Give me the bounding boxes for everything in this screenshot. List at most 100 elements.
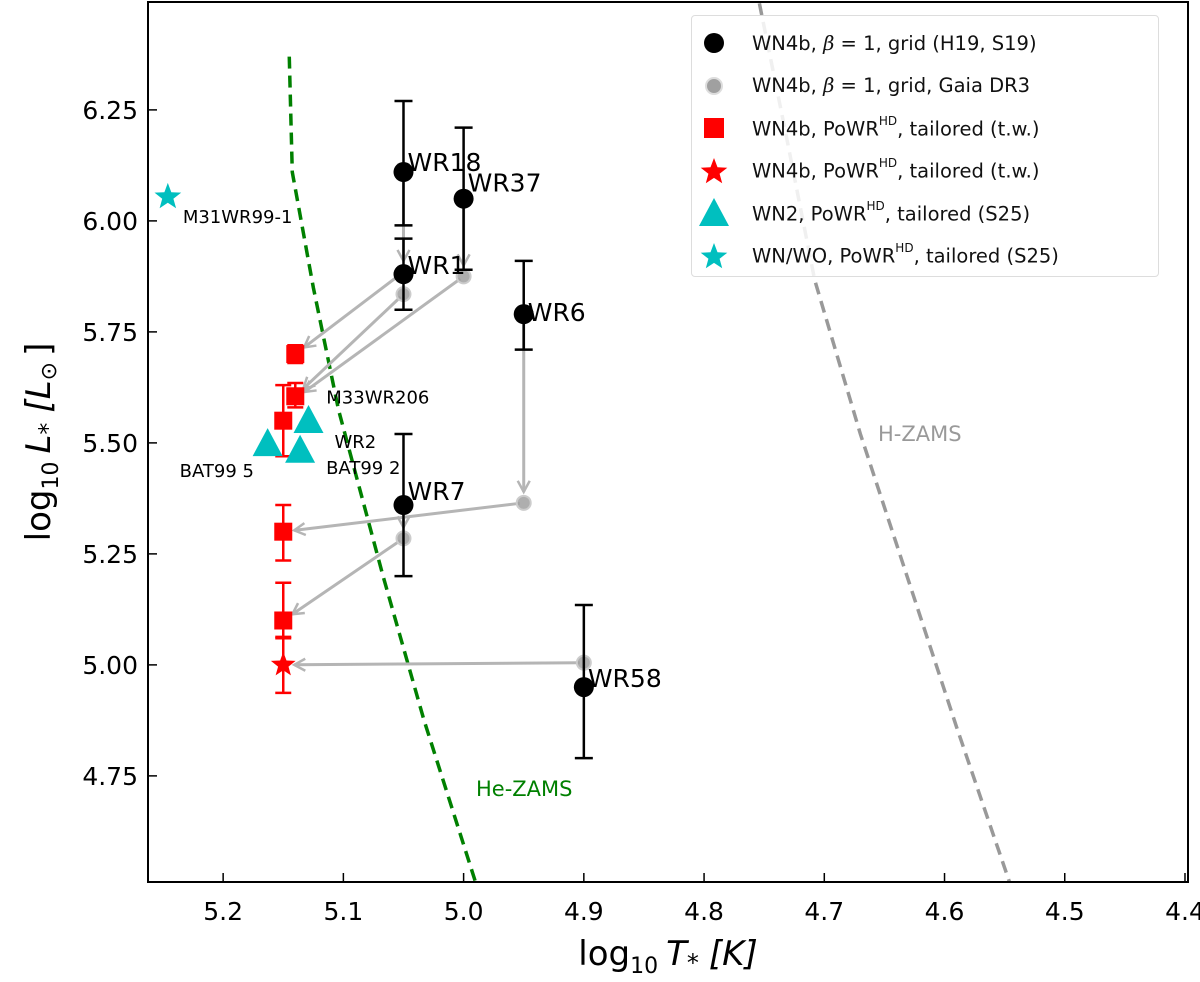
x-tick-label: 4.8 <box>684 897 724 926</box>
legend-text-sup: HD <box>878 156 898 170</box>
arrow-line <box>303 277 462 394</box>
legend-entry: WN4b, PoWRHD, tailored (t.w.) <box>692 150 1158 193</box>
arrow-line <box>291 539 402 616</box>
grid-point <box>393 264 414 285</box>
h-zams-line <box>757 2 1012 883</box>
legend-text-pre: WN4b, PoWR <box>752 117 879 140</box>
grid-point-label: WR37 <box>468 169 542 198</box>
x-tick-label: 4.7 <box>804 897 844 926</box>
y-axis-label-unit_sub: ⊙ <box>37 362 62 380</box>
legend-marker-circle-gray-icon <box>692 71 736 101</box>
legend-text-sup: HD <box>895 241 914 255</box>
y-tick-label: 5.50 <box>82 429 138 458</box>
tailored-square-point <box>274 411 293 430</box>
point-label: M33WR206 <box>326 387 429 408</box>
legend-text-mid: = 1, grid (H19, S19) <box>834 31 1037 55</box>
legend-text-pre: WN4b, <box>752 74 824 98</box>
y-axis-label: log10 L* [L⊙] <box>19 343 64 542</box>
y-axis-label-group: log10 L* [L⊙] <box>19 343 64 542</box>
y-tick-label: 5.25 <box>82 540 138 569</box>
tailored-square-point <box>286 387 305 406</box>
x-axis-label-sub: 10 <box>630 954 658 979</box>
legend-text-pre: WN4b, <box>752 31 824 55</box>
grid-point <box>453 188 474 209</box>
wnwo-star-point <box>154 182 182 209</box>
legend-label: WN4b, PoWRHD, tailored (t.w.) <box>752 113 1040 141</box>
y-axis-label-unit: [L <box>19 380 59 412</box>
legend-text-beta: β <box>823 31 835 55</box>
x-axis-label-var: T <box>666 934 689 974</box>
legend-label: WN4b, β = 1, grid, Gaia DR3 <box>752 74 1030 97</box>
x-axis-label: log10 T* [K] <box>578 934 757 979</box>
wn2-point-label: BAT99 5 <box>180 461 254 482</box>
x-tick-label: 4.6 <box>925 897 965 926</box>
legend-marker-circle-icon <box>692 28 736 58</box>
legend-entry: WN2, PoWRHD, tailored (S25) <box>692 192 1158 235</box>
y-axis-label-sub: 10 <box>39 462 64 490</box>
h-zams-label: H-ZAMS <box>878 422 962 446</box>
wn2-triangle-point <box>285 434 316 463</box>
legend-label: WN4b, PoWRHD, tailored (t.w.) <box>752 156 1040 183</box>
y-axis-label-var: L <box>19 435 59 454</box>
legend-text-sup: HD <box>866 198 885 213</box>
x-tick-label: 4.5 <box>1045 897 1085 926</box>
legend-label: WN4b, β = 1, grid (H19, S19) <box>752 32 1037 55</box>
grid-point-label: WR7 <box>407 477 465 506</box>
y-axis-label-pre: log <box>19 490 59 542</box>
y-tick-label: 6.00 <box>82 207 138 236</box>
legend-marker-star-icon <box>692 241 736 271</box>
grid-point-label: WR18 <box>407 148 481 177</box>
x-tick-label: 4.4 <box>1165 897 1200 926</box>
arrow-head <box>290 602 305 616</box>
x-tick-label: 4.9 <box>564 897 604 926</box>
grid-point <box>393 162 414 183</box>
legend-text-mid: = 1, grid, Gaia DR3 <box>834 74 1031 98</box>
wn2-point-label: BAT99 2 <box>326 458 400 479</box>
x-axis-label-unit: [K] <box>709 934 758 974</box>
legend-text-beta: β <box>823 74 835 98</box>
grid-point <box>393 495 414 516</box>
legend-entry: WN4b, PoWRHD, tailored (t.w.) <box>692 107 1158 150</box>
y-tick-label: 5.75 <box>82 318 138 347</box>
x-axis-label-pre: log <box>578 934 630 974</box>
he-zams-line <box>287 56 478 883</box>
legend-label: WN/WO, PoWRHD, tailored (S25) <box>752 241 1059 268</box>
legend-text-pre: WN4b, PoWR <box>752 159 879 183</box>
legend-marker-square-icon <box>692 113 736 143</box>
legend: WN4b, β = 1, grid (H19, S19) WN4b, β = 1,… <box>691 15 1159 277</box>
legend-label: WN2, PoWRHD, tailored (S25) <box>752 198 1030 226</box>
x-tick-label: 5.1 <box>323 897 363 926</box>
arrow-line <box>294 661 580 667</box>
legend-text-post: , tailored (t.w.) <box>897 159 1040 183</box>
arrow-head <box>516 480 531 495</box>
grid-point-label: WR58 <box>588 664 662 693</box>
grid-point <box>513 304 534 325</box>
tailored-square-point <box>274 611 293 630</box>
plot-frame <box>147 1 1189 883</box>
legend-entry: WN4b, β = 1, grid, Gaia DR3 <box>692 65 1158 108</box>
legend-text-post: , tailored (S25) <box>913 244 1059 268</box>
arrow-line <box>303 273 402 349</box>
x-tick-label: 5.2 <box>203 897 243 926</box>
y-tick-label: 5.00 <box>82 651 138 680</box>
grid-point <box>573 677 594 698</box>
arrow-line <box>302 295 402 390</box>
legend-entry: WN4b, β = 1, grid (H19, S19) <box>692 22 1158 65</box>
legend-text-post: , tailored (t.w.) <box>897 117 1040 140</box>
legend-marker-star-icon <box>692 156 736 186</box>
grid-point-label: WR1 <box>407 251 465 280</box>
legend-text-pre: WN2, PoWR <box>752 202 867 225</box>
tailored-square-point <box>274 522 293 541</box>
legend-text-sup: HD <box>878 113 898 128</box>
tailored-square-point <box>286 345 305 364</box>
y-tick-label: 6.25 <box>82 96 138 125</box>
wnwo-point-label: M31WR99-1 <box>183 207 293 228</box>
wn2-point-label: WR2 <box>335 432 377 453</box>
he-zams-label: He-ZAMS <box>476 777 573 801</box>
grid-point-label: WR6 <box>528 298 586 327</box>
wn2-triangle-point <box>252 428 283 457</box>
legend-marker-triangle-icon <box>692 198 736 228</box>
y-axis-label-star: * <box>34 423 62 435</box>
wn2-triangle-point <box>293 405 324 434</box>
